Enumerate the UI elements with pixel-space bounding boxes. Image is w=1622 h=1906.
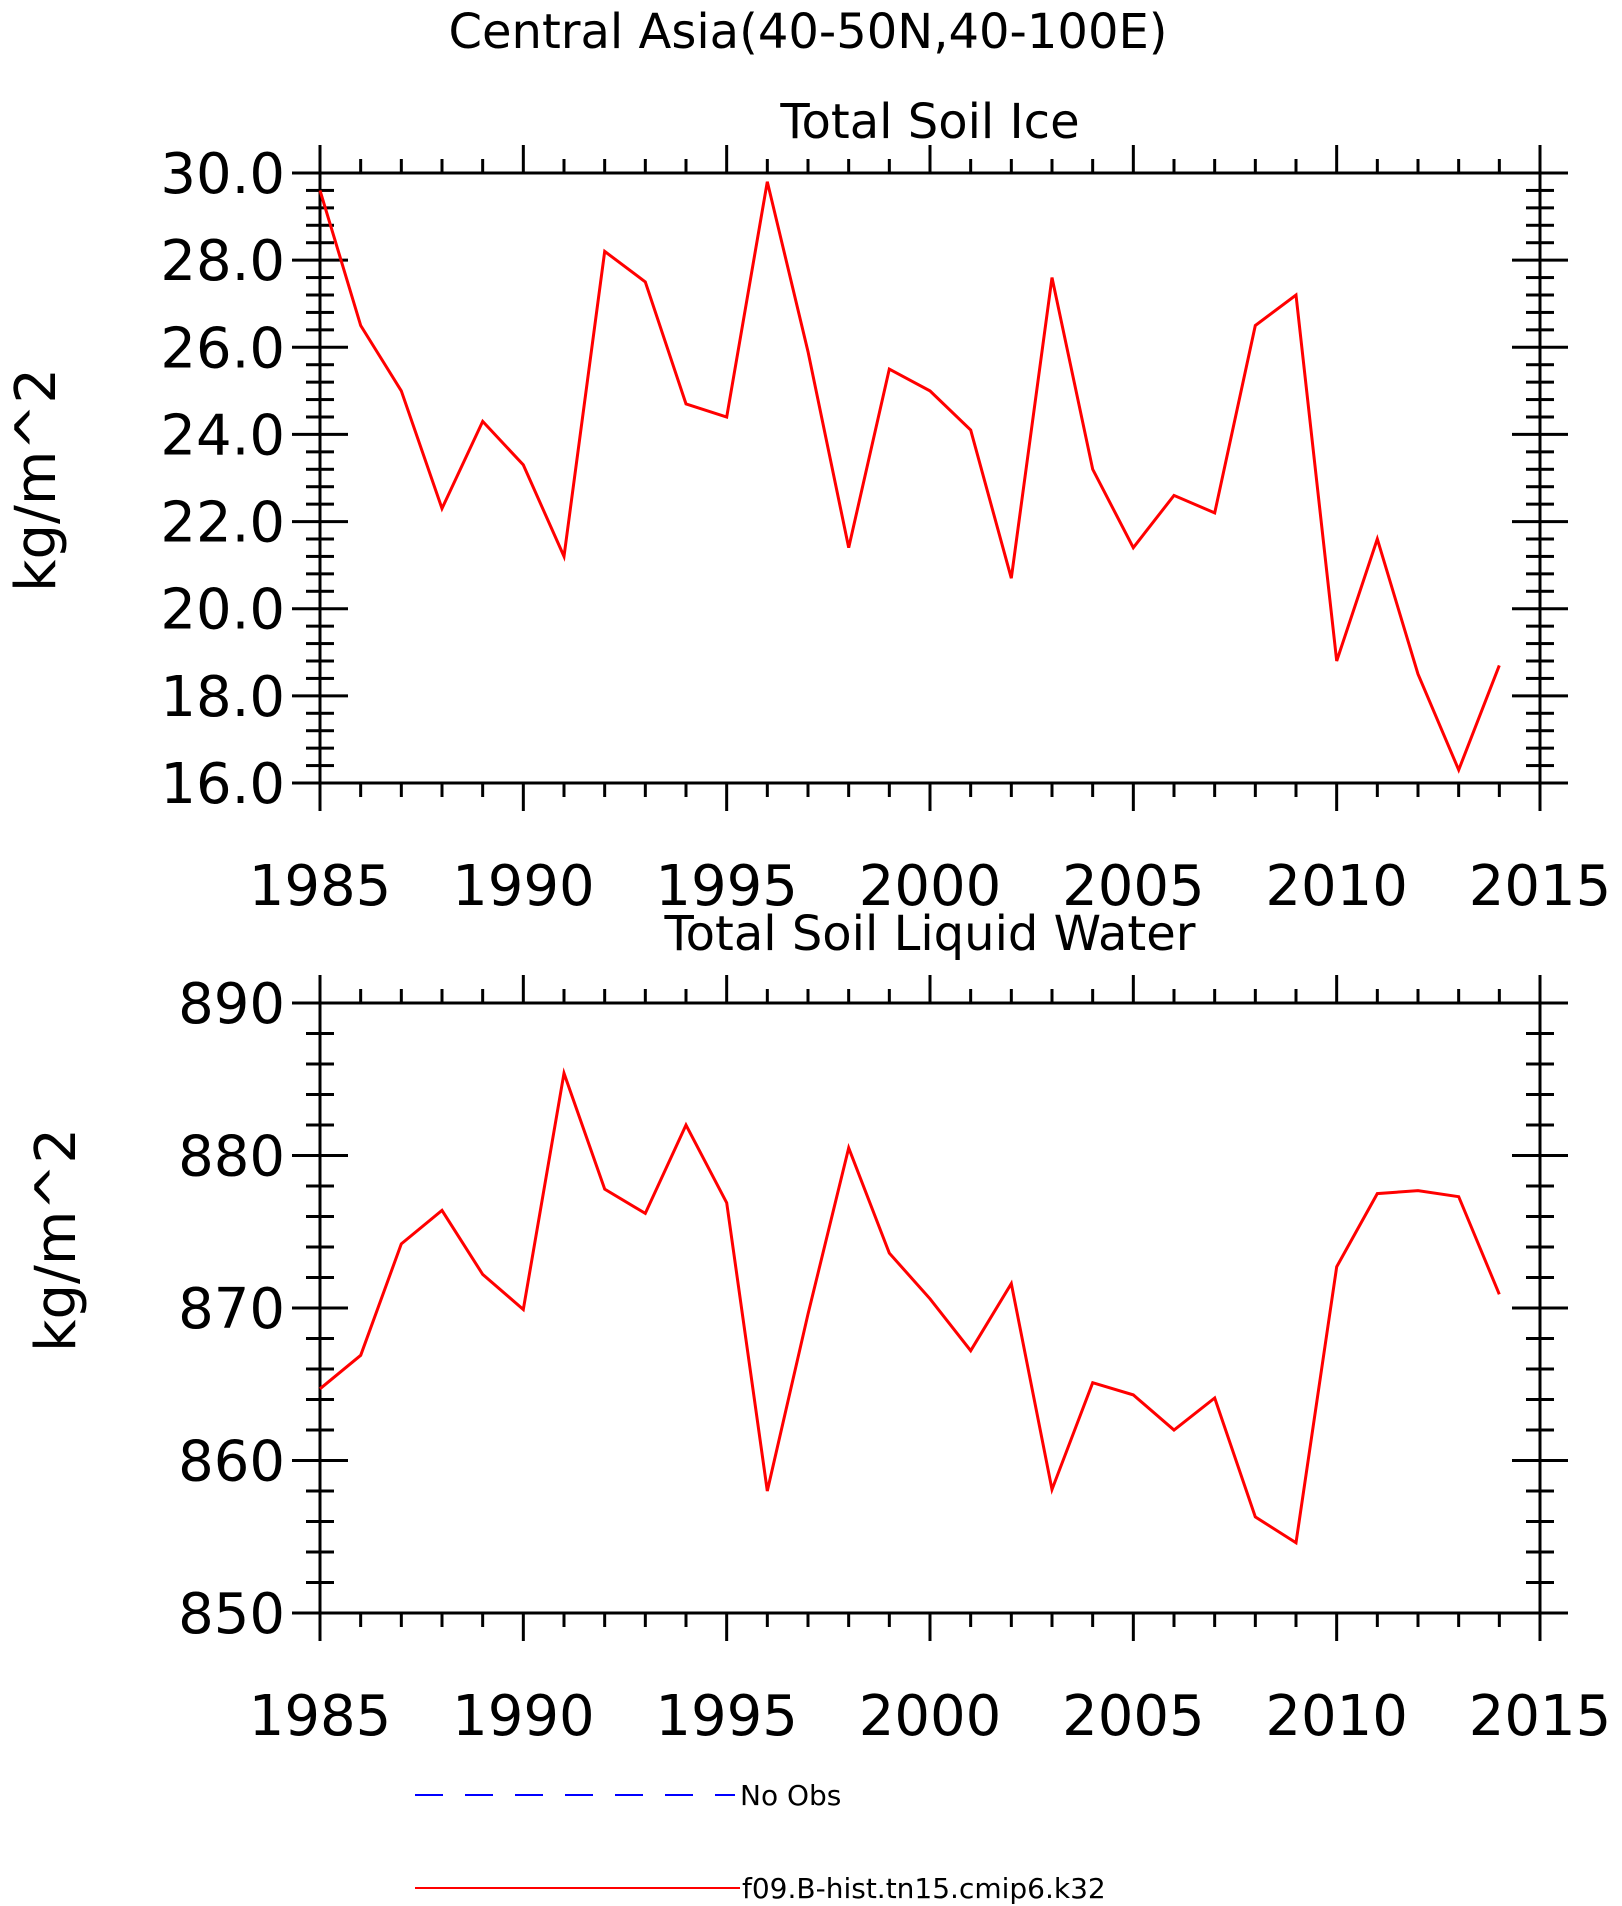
series-line [318, 181, 1501, 774]
y-axis-label: kg/m^2 [4, 368, 69, 592]
y-tick-label: 850 [178, 1582, 285, 1647]
x-tick-label: 1985 [249, 1684, 392, 1749]
plot-frame [318, 1001, 1542, 1615]
plot-frame [318, 171, 1542, 785]
legend-label-no-obs: No Obs [740, 1779, 841, 1812]
y-tick-label: 16.0 [160, 752, 285, 817]
x-tick-label: 2000 [859, 1684, 1002, 1749]
legend: No Obs f09.B-hist.tn15.cmip6.k32 [415, 1779, 1106, 1905]
y-tick-label: 28.0 [160, 229, 285, 294]
x-tick-label: 1990 [452, 1684, 595, 1749]
y-tick-label: 30.0 [160, 142, 285, 207]
y-tick-label: 26.0 [160, 316, 285, 381]
y-tick-label: 18.0 [160, 665, 285, 730]
x-tick-label: 1985 [249, 854, 392, 919]
x-tick-label: 2010 [1265, 1684, 1408, 1749]
y-tick-label: 20.0 [160, 578, 285, 643]
x-tick-label: 2005 [1062, 854, 1205, 919]
chart-title: Total Soil Liquid Water [663, 906, 1195, 962]
x-tick-label: 2005 [1062, 1684, 1205, 1749]
x-tick-label: 1995 [655, 854, 798, 919]
x-tick-label: 1995 [655, 1684, 798, 1749]
y-tick-label: 880 [178, 1125, 285, 1190]
x-tick-label: 1990 [452, 854, 595, 919]
y-axis-label: kg/m^2 [24, 1128, 89, 1352]
legend-label-model: f09.B-hist.tn15.cmip6.k32 [742, 1872, 1106, 1905]
y-tick-label: 870 [178, 1277, 285, 1342]
y-tick-label: 890 [178, 972, 285, 1037]
x-tick-label: 2015 [1469, 1684, 1612, 1749]
x-tick-label: 2010 [1265, 854, 1408, 919]
y-tick-label: 860 [178, 1430, 285, 1495]
chart-title: Total Soil Ice [779, 94, 1079, 150]
chart-panel-total-soil-ice: Total Soil Ice kg/m^2 1985 1990 1995 2000 20… [4, 94, 1611, 919]
series-line [319, 1067, 1501, 1546]
figure-title: Central Asia(40-50N,40-100E) [448, 4, 1167, 60]
y-tick-label: 24.0 [160, 403, 285, 468]
y-tick-label: 22.0 [160, 491, 285, 556]
x-tick-label: 2015 [1469, 854, 1612, 919]
chart-panel-total-soil-liquid-water: Total Soil Liquid Water kg/m^2 1985 1990 1… [24, 906, 1611, 1749]
x-tick-label: 2000 [859, 854, 1002, 919]
